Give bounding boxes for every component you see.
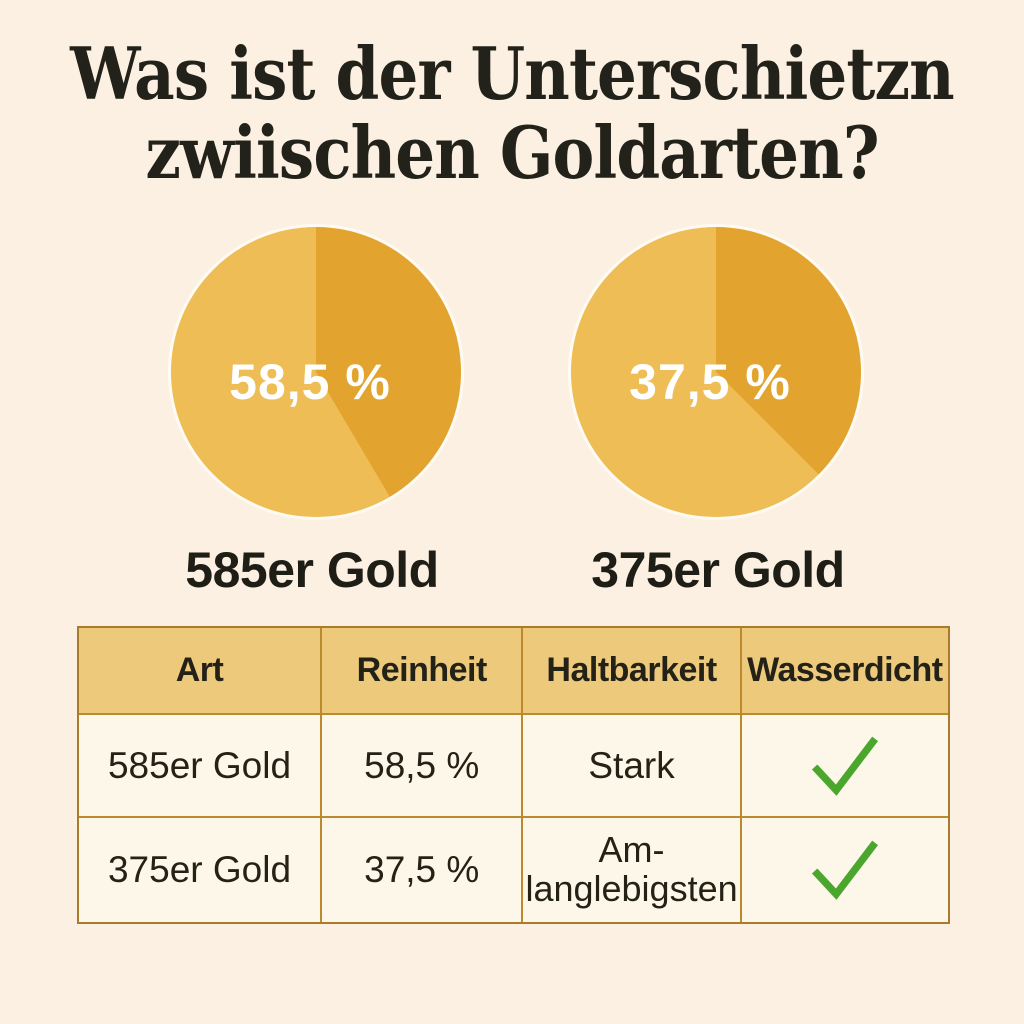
header-cell-haltbarkeit: Haltbarkeit — [523, 628, 740, 713]
cell-row1-art: 585er Gold — [79, 715, 321, 816]
header-cell-art: Art — [79, 628, 321, 713]
cell-row2-reinheit: 37,5 % — [322, 818, 522, 922]
pie-caption-375er-gold: 375er Gold — [591, 542, 845, 598]
pie-chart-375er-gold: 37,5 % — [571, 227, 861, 517]
header-cell-reinheit: Reinheit — [322, 628, 522, 713]
pie-center-label-375: 37,5 % — [629, 354, 791, 410]
pie-center-label-585: 58,5 % — [229, 354, 391, 410]
check-icon — [741, 818, 948, 922]
header-cell-wasserdicht: Wasserdicht — [741, 628, 948, 713]
pie-chart-585er-gold: 58,5 % — [171, 227, 461, 517]
cell-row2-haltbarkeit: Am- langlebigsten — [523, 818, 740, 922]
gold-comparison-table: Art Reinheit Haltbarkeit Wasserdicht 585… — [77, 626, 950, 924]
title-line-1: Was ist der Unterschietzn — [70, 31, 955, 116]
page-title: Was ist der Unterschietzn zwiischen Gold… — [67, 34, 958, 192]
title-line-2: zwiischen Goldarten? — [145, 110, 879, 195]
cell-row2-art: 375er Gold — [79, 818, 321, 922]
pie-caption-585er-gold: 585er Gold — [185, 542, 439, 598]
cell-row1-haltbarkeit: Stark — [523, 715, 740, 816]
cell-row1-reinheit: 58,5 % — [322, 715, 522, 816]
check-icon — [741, 715, 948, 816]
